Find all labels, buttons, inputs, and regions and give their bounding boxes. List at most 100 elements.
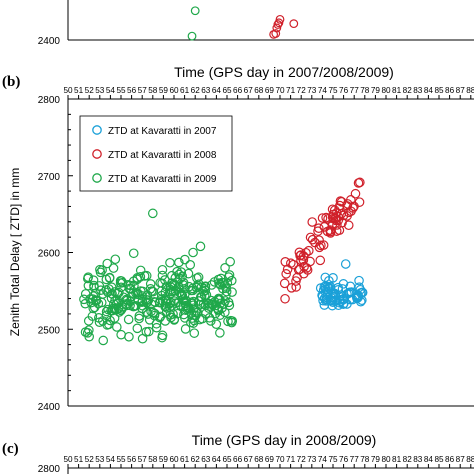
- data-point: [188, 247, 198, 258]
- data-point: [165, 257, 175, 268]
- data-point: [307, 234, 318, 245]
- data-point: [313, 226, 323, 236]
- x-tick-label: 73: [307, 455, 317, 464]
- x-tick-label: 65: [222, 455, 232, 464]
- data-point: [181, 296, 192, 306]
- x-tick-label: 70: [275, 455, 285, 464]
- x-tick-label: 87: [456, 455, 466, 464]
- data-point: [179, 289, 190, 300]
- data-point: [132, 273, 143, 283]
- x-tick-label: 88: [466, 86, 474, 95]
- x-tick-label: 59: [159, 86, 169, 95]
- data-point: [139, 271, 150, 281]
- y-tick-label: 2800: [38, 95, 61, 106]
- data-point: [200, 285, 211, 296]
- data-point: [307, 217, 318, 227]
- data-point: [149, 310, 160, 321]
- data-point: [94, 313, 104, 323]
- x-tick-label: 87: [456, 86, 466, 95]
- x-tick-label: 71: [286, 455, 296, 464]
- x-tick-label: 72: [297, 86, 307, 95]
- data-point: [84, 331, 94, 342]
- data-point: [125, 280, 135, 291]
- data-point: [195, 241, 206, 252]
- x-tick-label: 66: [233, 455, 243, 464]
- x-tick-label: 83: [413, 455, 423, 464]
- data-point: [151, 322, 162, 333]
- data-point: [186, 317, 196, 328]
- data-point: [109, 313, 120, 323]
- data-point: [271, 29, 281, 38]
- legend-label-2009: ZTD at Kavaratti in 2009: [108, 174, 217, 185]
- x-tick-label: 61: [180, 86, 190, 95]
- data-point: [110, 254, 121, 265]
- x-tick-label: 74: [318, 86, 328, 95]
- data-point: [193, 272, 204, 283]
- data-point: [103, 304, 113, 315]
- data-point: [302, 265, 313, 275]
- data-point: [98, 335, 109, 346]
- legend: ZTD at Kavaratti in 2007 ZTD at Kavaratt…: [79, 115, 233, 192]
- data-point: [160, 275, 170, 285]
- data-point: [180, 313, 190, 323]
- data-point: [187, 298, 198, 309]
- data-point: [141, 307, 152, 317]
- x-tick-label: 84: [424, 455, 434, 464]
- legend-marker-2009: [92, 173, 102, 183]
- x-tick-label: 77: [350, 86, 360, 95]
- panel-c: (c) Time (GPS day in 2008/2009) 50 51 52 53…: [2, 432, 474, 474]
- data-point: [148, 208, 158, 219]
- data-point: [215, 310, 225, 320]
- legend-label-2008: ZTD at Kavaratti in 2008: [108, 150, 217, 161]
- data-point: [321, 212, 331, 223]
- data-point: [354, 275, 364, 286]
- x-tick-label: 81: [392, 86, 402, 95]
- data-point: [336, 197, 347, 207]
- data-point: [118, 292, 129, 303]
- data-point: [326, 293, 337, 303]
- x-tick-label: 58: [148, 86, 158, 95]
- data-point: [88, 294, 98, 304]
- x-tick-label: 59: [159, 455, 169, 464]
- x-tick-label: 64: [212, 455, 222, 464]
- data-point: [145, 283, 156, 294]
- panel-a-ytick-label: 2400: [38, 36, 61, 47]
- x-tick-label: 73: [307, 86, 317, 95]
- x-tick-label: 63: [201, 455, 211, 464]
- x-tick-label: 60: [169, 86, 179, 95]
- legend-marker-2007: [92, 125, 102, 135]
- data-point: [349, 201, 359, 212]
- data-point: [305, 232, 316, 243]
- data-point: [192, 273, 202, 283]
- data-point: [220, 263, 230, 273]
- y-tick-label: 2400: [38, 402, 61, 413]
- x-tick-label: 53: [95, 86, 105, 95]
- data-point: [123, 314, 134, 325]
- data-point: [189, 328, 200, 338]
- x-tick-label: 50: [63, 455, 73, 464]
- y-tick-label: 2700: [38, 172, 61, 183]
- data-point: [203, 298, 214, 309]
- x-tick-label: 85: [434, 86, 444, 95]
- x-tick-label: 56: [127, 86, 137, 95]
- data-point: [141, 327, 152, 337]
- data-point: [319, 300, 330, 310]
- data-point: [132, 288, 143, 298]
- data-point: [155, 295, 166, 305]
- data-point: [129, 280, 139, 291]
- data-point: [102, 258, 113, 269]
- data-point: [194, 314, 205, 325]
- data-point: [88, 303, 99, 314]
- data-point: [273, 20, 283, 29]
- data-point: [291, 276, 301, 286]
- data-point: [223, 272, 234, 282]
- data-point: [347, 294, 358, 305]
- x-tick-label: 57: [138, 86, 148, 95]
- data-point: [194, 279, 204, 289]
- x-tick-label: 71: [286, 86, 296, 95]
- data-point: [170, 286, 181, 296]
- data-point: [227, 316, 238, 326]
- data-point: [318, 295, 328, 306]
- data-point: [217, 303, 227, 313]
- data-point: [160, 301, 171, 312]
